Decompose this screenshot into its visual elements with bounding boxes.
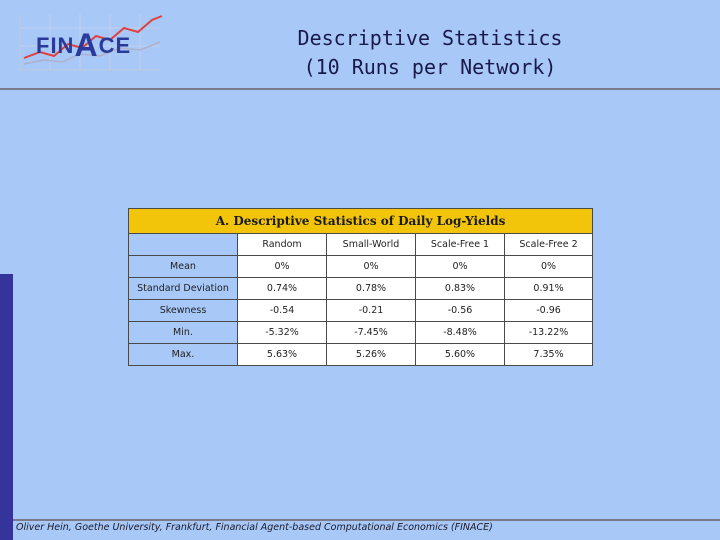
table-cell: -0.56 [415,299,505,322]
column-header-scale-free-1: Scale-Free 1 [415,233,505,256]
slide-title: Descriptive Statistics (10 Runs per Netw… [230,24,630,82]
row-label-max: Max. [128,343,238,366]
table-cell: 0% [326,255,416,278]
table-cell: 0.74% [237,277,327,300]
column-header-small-world: Small-World [326,233,416,256]
table-cell: -0.21 [326,299,416,322]
column-header-scale-free-2: Scale-Free 2 [503,233,594,256]
finace-logo: FINACE [10,6,170,78]
table-cell: 5.63% [237,343,327,366]
table-header-row: Random Small-World Scale-Free 1 Scale-Fr… [128,233,594,256]
column-header-random: Random [237,233,327,256]
table-cell: -0.96 [503,299,594,322]
table-cell: 5.26% [326,343,416,366]
table-cell: 0% [503,255,594,278]
row-label-standard-deviation: Standard Deviation [128,277,238,300]
table-row: Mean 0% 0% 0% 0% [128,255,594,278]
descriptive-statistics-table: A. Descriptive Statistics of Daily Log-Y… [127,208,594,366]
slide-header: FINACE Descriptive Statistics (10 Runs p… [0,0,720,88]
table-cell: 0% [415,255,505,278]
table-cell: 7.35% [503,343,594,366]
header-divider [0,88,720,90]
table-cell: -8.48% [415,321,505,344]
logo-chart-graphic [19,14,163,71]
table-caption-row: A. Descriptive Statistics of Daily Log-Y… [127,208,594,234]
footer-divider [13,519,720,521]
slide-title-line-1: Descriptive Statistics [297,26,563,50]
row-label-mean: Mean [128,255,238,278]
row-label-min: Min. [128,321,238,344]
slide-title-line-2: (10 Runs per Network) [303,55,557,79]
row-label-skewness: Skewness [128,299,238,322]
table-row: Max. 5.63% 5.26% 5.60% 7.35% [128,343,594,366]
table-row: Skewness -0.54 -0.21 -0.56 -0.96 [128,299,594,322]
table-cell: 0.91% [503,277,594,300]
table-row: Min. -5.32% -7.45% -8.48% -13.22% [128,321,594,344]
table-cell: -13.22% [503,321,594,344]
table-cell: 5.60% [415,343,505,366]
footer-credit: Oliver Hein, Goethe University, Frankfur… [16,522,493,533]
logo-wordmark: FINACE [36,27,132,63]
table-cell: -0.54 [237,299,327,322]
table-cell: -5.32% [237,321,327,344]
table-cell: -7.45% [326,321,416,344]
table-cell: 0.83% [415,277,505,300]
table-row: Standard Deviation 0.74% 0.78% 0.83% 0.9… [128,277,594,300]
table-caption: A. Descriptive Statistics of Daily Log-Y… [127,208,594,234]
table-cell: 0% [237,255,327,278]
table-corner-cell [128,233,238,256]
table-cell: 0.78% [326,277,416,300]
left-accent-bar [0,274,13,540]
